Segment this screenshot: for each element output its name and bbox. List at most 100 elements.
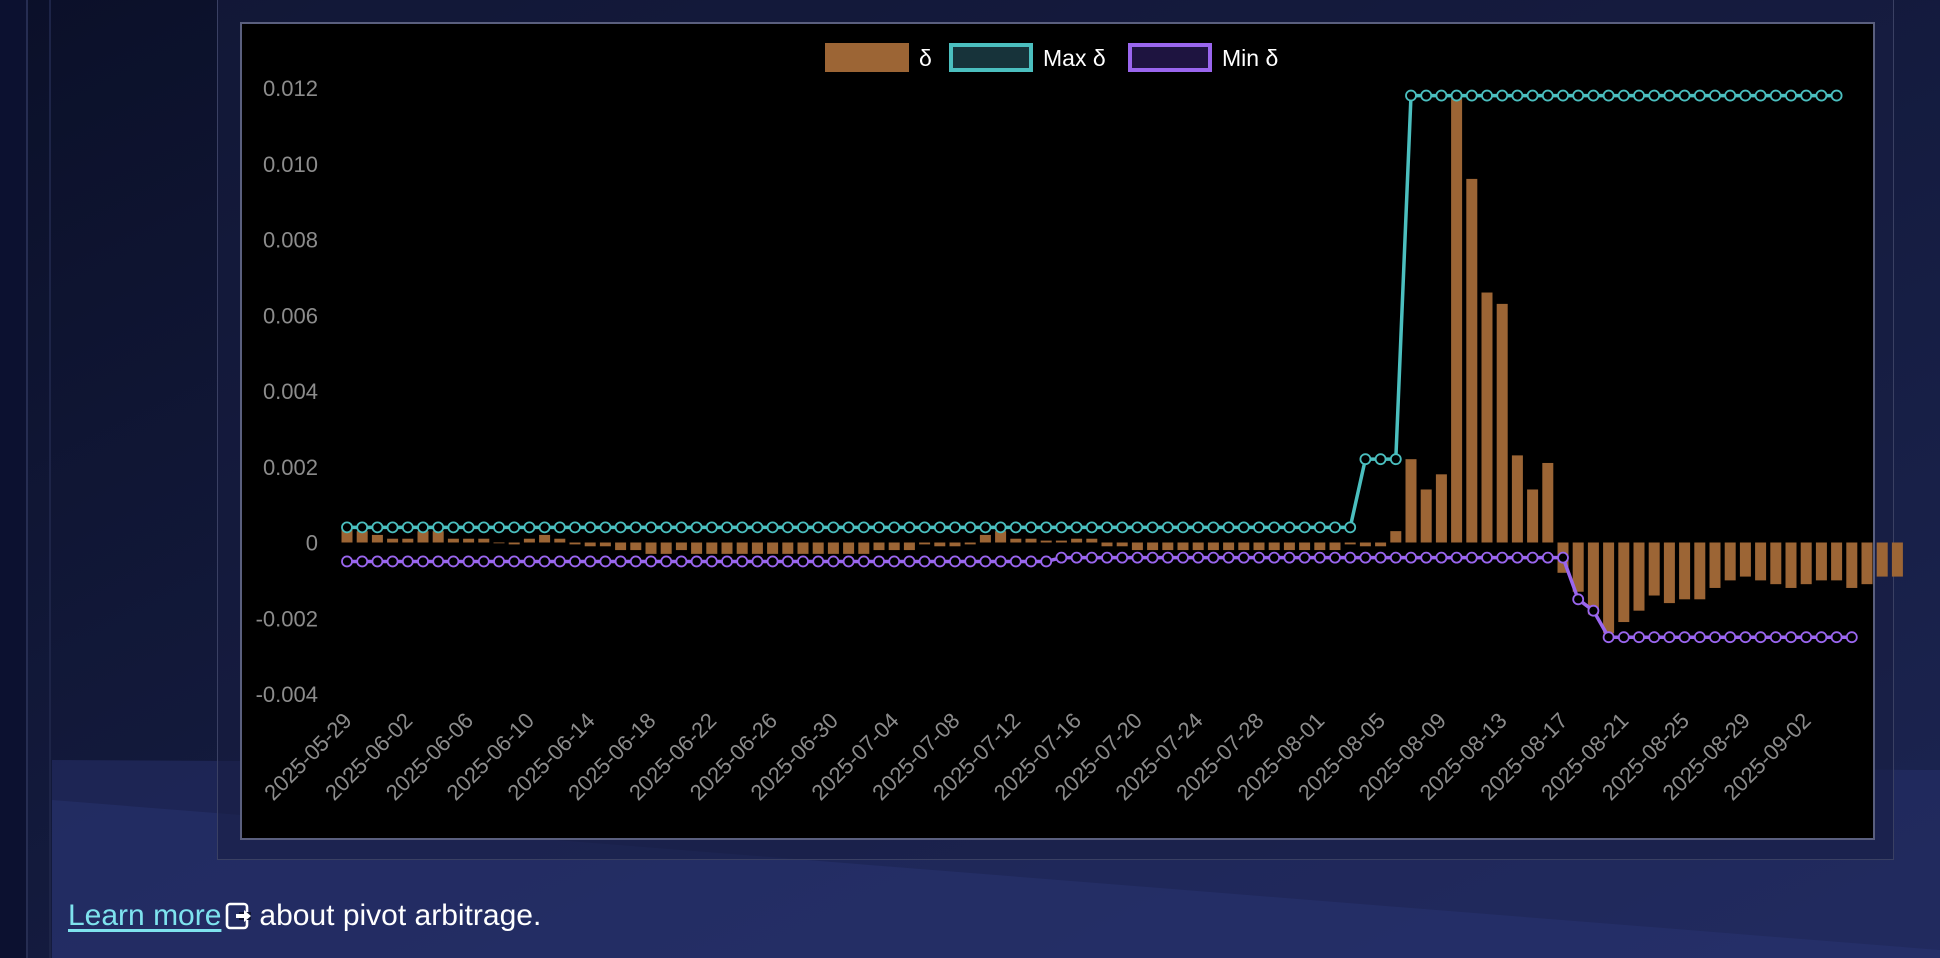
delta-bar xyxy=(1891,542,1903,577)
y-tick-label: 0.006 xyxy=(263,303,318,328)
external-link-icon[interactable] xyxy=(225,902,253,930)
legend-label-max-delta[interactable]: Max δ xyxy=(1043,45,1106,71)
delta-bar xyxy=(356,531,368,543)
delta-bar xyxy=(843,542,855,554)
max-delta-point xyxy=(1602,89,1615,102)
max-delta-point xyxy=(1800,89,1813,102)
min-delta-point xyxy=(1055,551,1068,564)
max-delta-point xyxy=(797,521,809,534)
delta-bar xyxy=(1603,542,1615,634)
min-delta-point xyxy=(1283,551,1296,564)
legend-swatch-delta[interactable] xyxy=(825,43,909,72)
min-delta-point xyxy=(1146,551,1159,564)
min-delta-point xyxy=(1830,631,1843,644)
delta-bar xyxy=(1359,542,1371,547)
series-lines xyxy=(341,89,1858,644)
max-delta-point xyxy=(1465,89,1478,102)
min-delta-point xyxy=(1663,631,1676,644)
min-delta-point xyxy=(1541,551,1554,564)
delta-bar xyxy=(797,542,809,554)
legend-swatch-max-delta[interactable] xyxy=(949,43,1033,72)
delta-bar xyxy=(615,542,627,551)
delta-bar xyxy=(995,531,1007,543)
delta-bar xyxy=(782,542,794,554)
max-delta-point xyxy=(1450,89,1463,102)
min-delta-point xyxy=(569,555,581,568)
delta-bar xyxy=(387,538,399,543)
max-delta-point xyxy=(979,521,992,534)
delta-bar xyxy=(447,538,459,543)
max-delta-point xyxy=(401,521,414,534)
max-delta-point xyxy=(721,521,733,534)
max-delta-point xyxy=(553,521,566,534)
max-delta-point xyxy=(1420,89,1433,102)
max-delta-point xyxy=(1511,89,1524,102)
min-delta-point xyxy=(1739,631,1752,644)
learn-more-link[interactable]: Learn more xyxy=(68,899,222,932)
min-delta-point xyxy=(1769,631,1782,644)
delta-bar xyxy=(645,542,657,554)
legend-label-delta[interactable]: δ xyxy=(919,45,932,71)
max-delta-point xyxy=(1693,89,1706,102)
max-delta-point xyxy=(1253,521,1265,534)
min-delta-point xyxy=(599,555,612,568)
min-delta-point xyxy=(493,555,505,568)
delta-bar xyxy=(554,538,566,543)
max-delta-point xyxy=(1116,521,1129,534)
y-tick-label: 0.002 xyxy=(263,455,318,480)
max-delta-point xyxy=(933,521,946,534)
delta-bar xyxy=(1542,462,1554,543)
delta-bar xyxy=(523,538,535,543)
min-delta-point xyxy=(1161,551,1174,564)
delta-bar xyxy=(1831,542,1843,581)
delta-bar xyxy=(736,542,748,554)
delta-bar xyxy=(1724,542,1736,581)
delta-bar xyxy=(432,531,444,543)
min-delta-point xyxy=(629,555,642,568)
min-delta-point xyxy=(1009,555,1022,568)
delta-bar xyxy=(979,534,991,543)
legend-swatch-min-delta[interactable] xyxy=(1128,43,1212,72)
delta-bar xyxy=(1572,542,1584,592)
max-delta-point xyxy=(1435,89,1448,102)
min-delta-point xyxy=(797,555,809,568)
min-delta-point xyxy=(1785,631,1797,644)
y-axis: 0.012 0.010 0.008 0.006 0.004 0.002 0 -0.002 -0.… xyxy=(256,76,318,707)
min-delta-point xyxy=(1313,551,1326,564)
max-delta-point xyxy=(1237,521,1250,534)
min-delta-point xyxy=(584,555,597,568)
footer-note: Learn more about pivot arbitrage. xyxy=(68,896,541,936)
min-delta-point xyxy=(1845,631,1858,644)
max-delta-point xyxy=(462,521,475,534)
max-delta-point xyxy=(1268,521,1281,534)
max-delta-point xyxy=(599,521,612,534)
min-delta-point xyxy=(1572,593,1585,606)
min-delta-point xyxy=(873,555,885,568)
max-delta-point xyxy=(371,521,384,534)
max-delta-point xyxy=(781,521,794,534)
max-delta-point xyxy=(751,521,764,534)
delta-bar xyxy=(1131,542,1143,551)
max-delta-point xyxy=(584,521,597,534)
min-delta-point xyxy=(1496,551,1509,564)
delta-bar xyxy=(1420,489,1432,543)
delta-bar xyxy=(341,527,353,543)
legend-label-min-delta[interactable]: Min δ xyxy=(1222,45,1278,71)
delta-bar xyxy=(1040,540,1052,543)
delta-bar xyxy=(1481,292,1493,543)
delta-bar xyxy=(1435,474,1447,543)
min-delta-point xyxy=(1116,551,1129,564)
max-delta-point xyxy=(1557,89,1569,102)
max-delta-point xyxy=(447,521,460,534)
max-delta-point xyxy=(1313,521,1326,534)
delta-bar xyxy=(1253,542,1265,551)
delta-bar xyxy=(463,538,475,543)
delta-bar xyxy=(584,542,596,547)
min-delta-point xyxy=(1526,551,1539,564)
min-delta-point xyxy=(1237,551,1250,564)
max-delta-point xyxy=(341,521,353,534)
max-delta-line xyxy=(347,93,1837,530)
min-delta-point xyxy=(1131,551,1144,564)
delta-bar xyxy=(1207,542,1219,551)
